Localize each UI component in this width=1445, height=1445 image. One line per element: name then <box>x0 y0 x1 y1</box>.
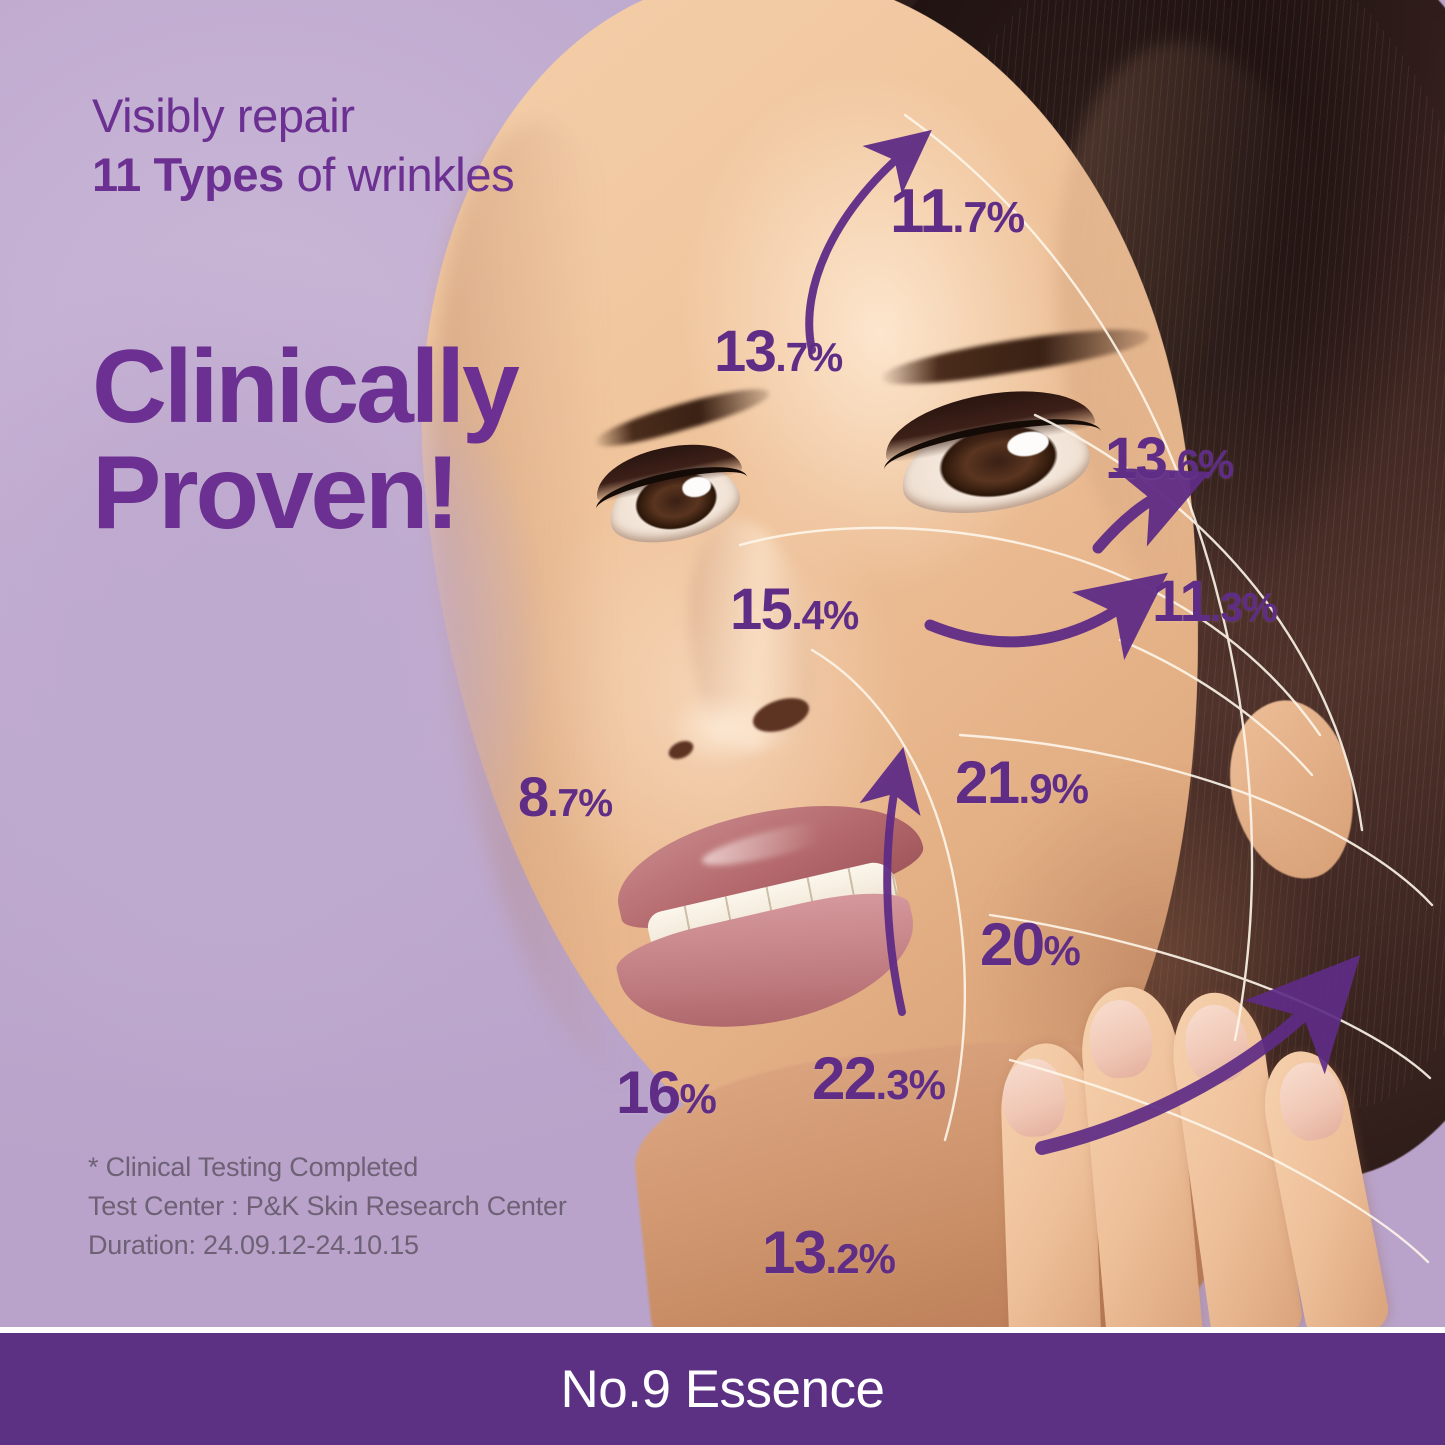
callout-percent-sign: % <box>807 334 843 380</box>
callout-integer: 21 <box>955 749 1020 816</box>
callout-integer: 13 <box>762 1219 827 1286</box>
kicker-line-2: 11 Types of wrinkles <box>92 145 515 204</box>
callout-forehead: 11.7% <box>890 176 1026 247</box>
kicker-line-1: Visibly repair <box>92 89 355 142</box>
callout-mid-cheek: 20% <box>980 910 1081 979</box>
callout-integer: 13 <box>1105 426 1168 491</box>
callout-decimal: .9 <box>1018 765 1053 812</box>
callout-decimal: .7 <box>547 782 580 825</box>
banner-divider <box>0 1327 1445 1333</box>
headline: Clinically Proven! <box>92 329 520 552</box>
callout-percent-sign: % <box>1051 765 1089 812</box>
callout-chin: 16% <box>616 1058 717 1127</box>
callout-nasolabial: 21.9% <box>955 748 1089 817</box>
callout-percent-sign: % <box>1241 584 1278 630</box>
callout-percent-sign: % <box>986 194 1026 242</box>
headline-line-1: Clinically <box>92 329 520 445</box>
kicker: Visibly repair 11 Types of wrinkles <box>92 86 515 204</box>
nose-tip <box>660 680 810 790</box>
callout-integer: 13 <box>714 319 777 384</box>
callout-decimal: .7 <box>775 334 808 380</box>
product-name: No.9 Essence <box>560 1359 885 1419</box>
callout-percent-sign: % <box>679 1075 717 1122</box>
callout-percent-sign: % <box>908 1061 946 1108</box>
callout-decimal: .2 <box>825 1235 860 1282</box>
callout-glabella: 13.7% <box>714 318 843 385</box>
fineprint: * Clinical Testing Completed Test Center… <box>88 1148 567 1265</box>
callout-under-eye: 15.4% <box>730 576 859 643</box>
callout-percent-sign: % <box>1198 441 1234 487</box>
fineprint-line-3: Duration: 24.09.12-24.10.15 <box>88 1229 419 1260</box>
fineprint-line-2: Test Center : P&K Skin Research Center <box>88 1190 567 1221</box>
callout-decimal: .7 <box>952 194 987 242</box>
callout-decimal: .3 <box>1210 584 1243 630</box>
callout-upper-eyelid: 13.6% <box>1105 425 1234 492</box>
callout-integer: 8 <box>518 765 549 828</box>
callout-percent-sign: % <box>578 782 613 825</box>
callout-integer: 11 <box>1152 569 1212 634</box>
callout-crows-feet: 11.3% <box>1152 568 1278 635</box>
callout-integer: 20 <box>980 911 1045 978</box>
callout-decimal: .4 <box>791 592 824 638</box>
callout-integer: 16 <box>616 1059 681 1126</box>
callout-decimal: .6 <box>1166 441 1199 487</box>
headline-line-2: Proven! <box>92 435 460 552</box>
callout-integer: 11 <box>890 177 954 246</box>
callout-percent-sign: % <box>1043 927 1081 974</box>
callout-marionette: 22.3% <box>812 1044 946 1113</box>
fineprint-line-1: * Clinical Testing Completed <box>88 1152 419 1182</box>
kicker-types-count: 11 Types <box>92 148 284 202</box>
callout-integer: 22 <box>812 1045 877 1112</box>
callout-upper-lip: 8.7% <box>518 764 613 829</box>
callout-decimal: .3 <box>875 1061 910 1108</box>
callout-percent-sign: % <box>858 1235 896 1282</box>
callout-percent-sign: % <box>823 592 859 638</box>
kicker-types-rest: of wrinkles <box>283 148 515 202</box>
product-banner: No.9 Essence <box>0 1333 1445 1445</box>
callout-integer: 15 <box>730 577 793 642</box>
callout-jawline-neck: 13.2% <box>762 1218 896 1287</box>
